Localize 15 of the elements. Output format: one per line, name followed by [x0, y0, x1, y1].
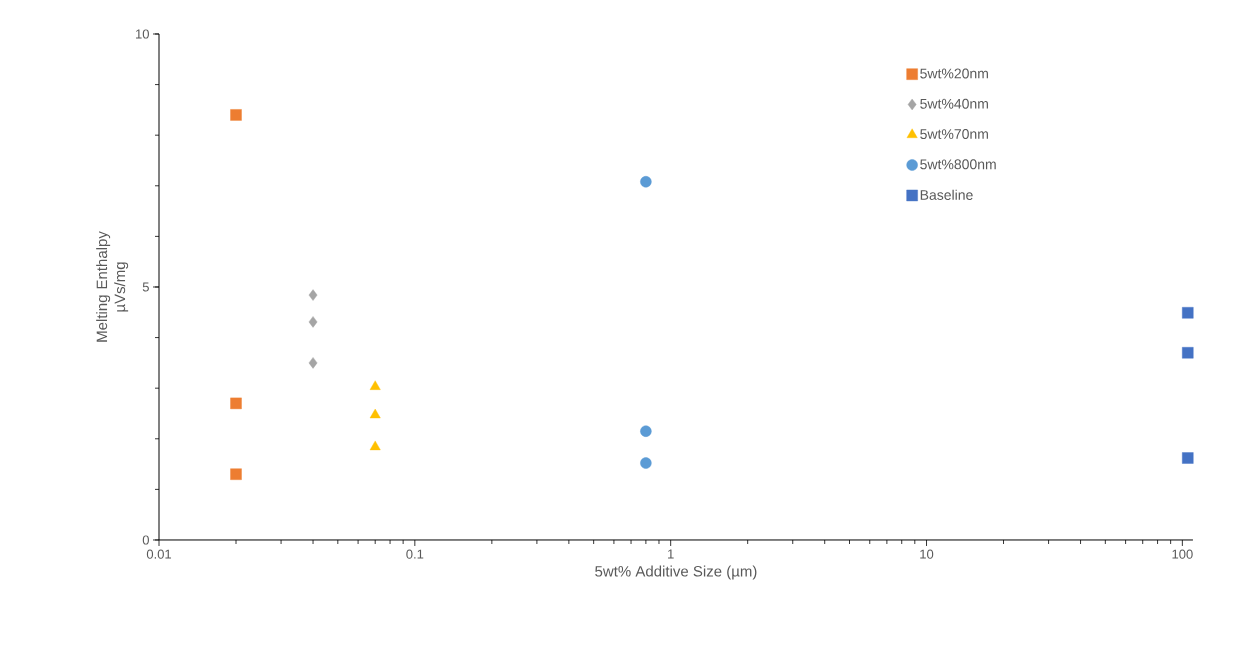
- y-axis-title: Melting Enthalpy µVs/mg: [96, 231, 129, 342]
- x-tick-label: 0.1: [406, 549, 424, 559]
- legend-label: 5wt%70nm: [920, 129, 988, 140]
- x-tick-label: 0.01: [146, 549, 172, 559]
- x-tick-label: 10: [920, 549, 934, 559]
- y-tick-label: 10: [136, 29, 149, 39]
- x-axis-title: 5wt% Additive Size (µm): [595, 565, 757, 580]
- y-tick-label: 5: [142, 282, 149, 292]
- x-tick-label: 100: [1172, 549, 1193, 559]
- legend-label: Baseline: [920, 189, 973, 200]
- legend-label: 5wt%20nm: [920, 68, 988, 79]
- legend-label: 5wt%40nm: [920, 98, 988, 109]
- x-tick-label: 1: [668, 549, 674, 559]
- y-tick-label: 0: [142, 535, 149, 545]
- legend-label: 5wt%800nm: [920, 159, 996, 170]
